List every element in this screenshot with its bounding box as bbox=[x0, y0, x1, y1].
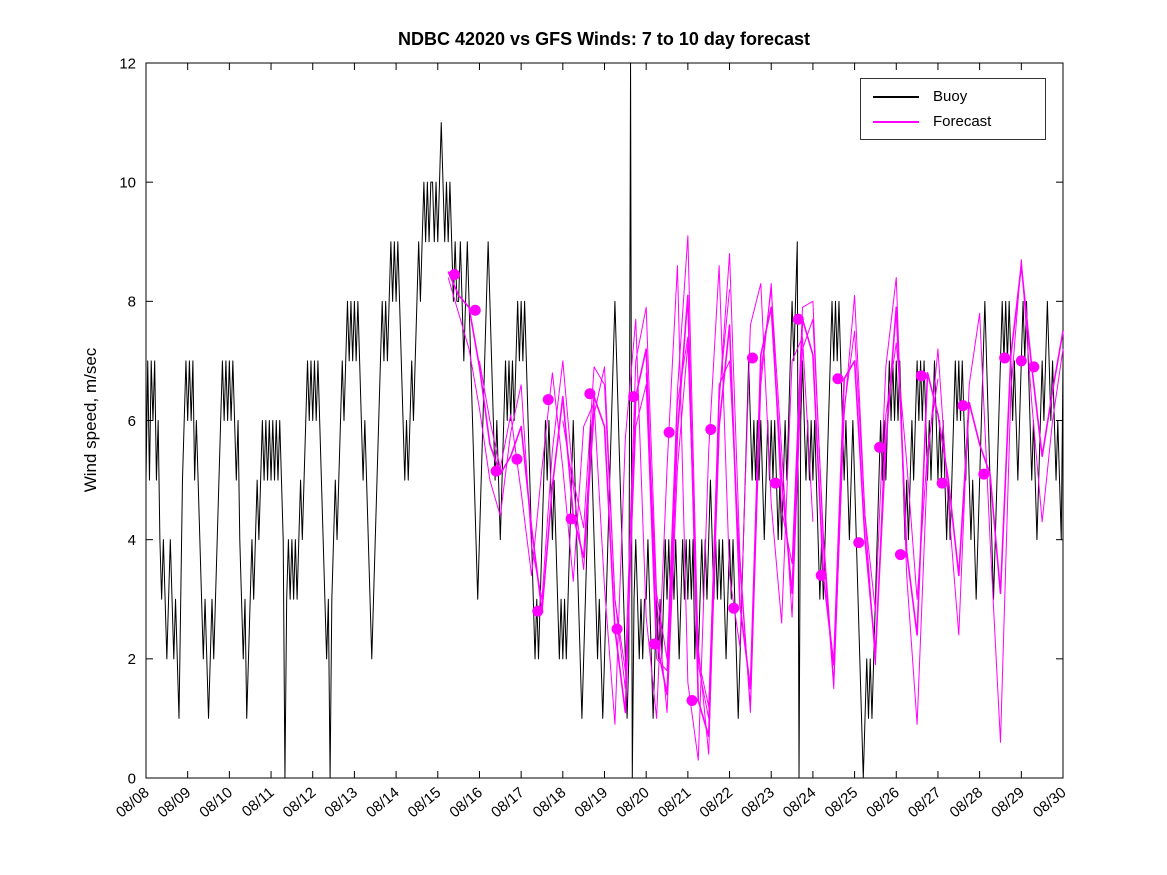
forecast-marker bbox=[565, 513, 577, 525]
y-tick-label: 10 bbox=[119, 174, 136, 191]
forecast-marker bbox=[511, 453, 523, 465]
forecast-marker bbox=[978, 468, 990, 480]
x-tick-label: 08/14 bbox=[363, 784, 403, 821]
forecast-marker bbox=[705, 423, 717, 435]
x-tick-label: 08/17 bbox=[488, 784, 528, 821]
buoy-line-swatch bbox=[873, 95, 919, 98]
forecast-marker bbox=[728, 602, 740, 614]
forecast-marker bbox=[469, 304, 481, 316]
plot-area: 08/08 08/09 08/10 08/11 08/12 08/13 08/14 08/15… bbox=[113, 55, 1070, 821]
chart-title: NDBC 42020 vs GFS Winds: 7 to 10 day for… bbox=[398, 29, 810, 49]
x-tick-label: 08/26 bbox=[863, 784, 903, 821]
x-tick-label: 08/29 bbox=[988, 784, 1028, 821]
x-tick-label: 08/13 bbox=[321, 784, 361, 821]
x-tick-label: 08/19 bbox=[571, 784, 611, 821]
forecast-line-swatch bbox=[873, 120, 919, 123]
forecast-marker bbox=[792, 313, 804, 325]
series-buoy bbox=[145, 62, 1064, 779]
forecast-marker bbox=[542, 394, 554, 406]
x-tick-label: 08/22 bbox=[696, 784, 736, 821]
x-tick-label: 08/30 bbox=[1030, 784, 1070, 821]
forecast-marker bbox=[628, 391, 640, 403]
forecast-marker bbox=[832, 373, 844, 385]
forecast-marker bbox=[1015, 355, 1027, 367]
series-forecast-run-1 bbox=[447, 235, 731, 707]
forecast-marker bbox=[874, 441, 886, 453]
forecast-marker bbox=[532, 605, 544, 617]
forecast-marker bbox=[746, 352, 758, 364]
x-tick-label: 08/18 bbox=[530, 784, 570, 821]
legend: Buoy Forecast bbox=[860, 78, 1046, 140]
forecast-marker bbox=[490, 465, 502, 477]
forecast-marker bbox=[448, 269, 460, 281]
x-tick-label: 08/12 bbox=[280, 784, 320, 821]
forecast-marker bbox=[999, 352, 1011, 364]
x-tick-label: 08/20 bbox=[613, 784, 653, 821]
x-tick-label: 08/25 bbox=[821, 784, 861, 821]
x-tick-label: 08/28 bbox=[947, 784, 987, 821]
x-tick-label: 08/23 bbox=[738, 784, 778, 821]
forecast-marker bbox=[936, 477, 948, 489]
forecast-marker bbox=[584, 388, 596, 400]
legend-entry-forecast: Forecast bbox=[873, 113, 1033, 130]
y-tick-label: 8 bbox=[128, 294, 136, 311]
y-tick-label: 0 bbox=[128, 770, 136, 787]
legend-label-forecast: Forecast bbox=[933, 113, 992, 130]
x-tick-label: 08/15 bbox=[405, 784, 445, 821]
forecast-marker bbox=[853, 537, 865, 549]
x-tick-label: 08/24 bbox=[780, 784, 820, 821]
forecast-marker bbox=[769, 477, 781, 489]
series-forecast-run-4 bbox=[645, 253, 1064, 755]
x-tick-label: 08/27 bbox=[905, 784, 945, 821]
series-forecast-main bbox=[447, 264, 1064, 738]
forecast-marker bbox=[663, 426, 675, 438]
forecast-marker bbox=[686, 695, 698, 707]
forecast-marker bbox=[649, 638, 661, 650]
forecast-marker bbox=[611, 623, 623, 635]
forecast-marker bbox=[1028, 361, 1040, 373]
y-tick-label: 12 bbox=[119, 55, 136, 72]
y-tick-label: 4 bbox=[128, 532, 136, 549]
x-tick-label: 08/10 bbox=[196, 784, 236, 821]
y-tick-label: 6 bbox=[128, 413, 136, 430]
y-axis-label: Wind speed, m/sec bbox=[81, 347, 100, 492]
forecast-marker bbox=[957, 400, 969, 412]
forecast-marker bbox=[894, 549, 906, 561]
y-tick-label: 2 bbox=[128, 651, 136, 668]
x-tick-label: 08/21 bbox=[655, 784, 695, 821]
x-tick-label: 08/11 bbox=[239, 784, 278, 820]
x-tick-label: 08/09 bbox=[155, 784, 195, 821]
x-tick-label: 08/16 bbox=[446, 784, 486, 821]
legend-label-buoy: Buoy bbox=[933, 88, 968, 105]
series-forecast-run-2 bbox=[478, 265, 814, 761]
legend-entry-buoy: Buoy bbox=[873, 88, 1033, 105]
forecast-marker bbox=[915, 370, 927, 382]
forecast-marker bbox=[815, 569, 827, 581]
x-tick-label: 08/08 bbox=[113, 784, 153, 821]
